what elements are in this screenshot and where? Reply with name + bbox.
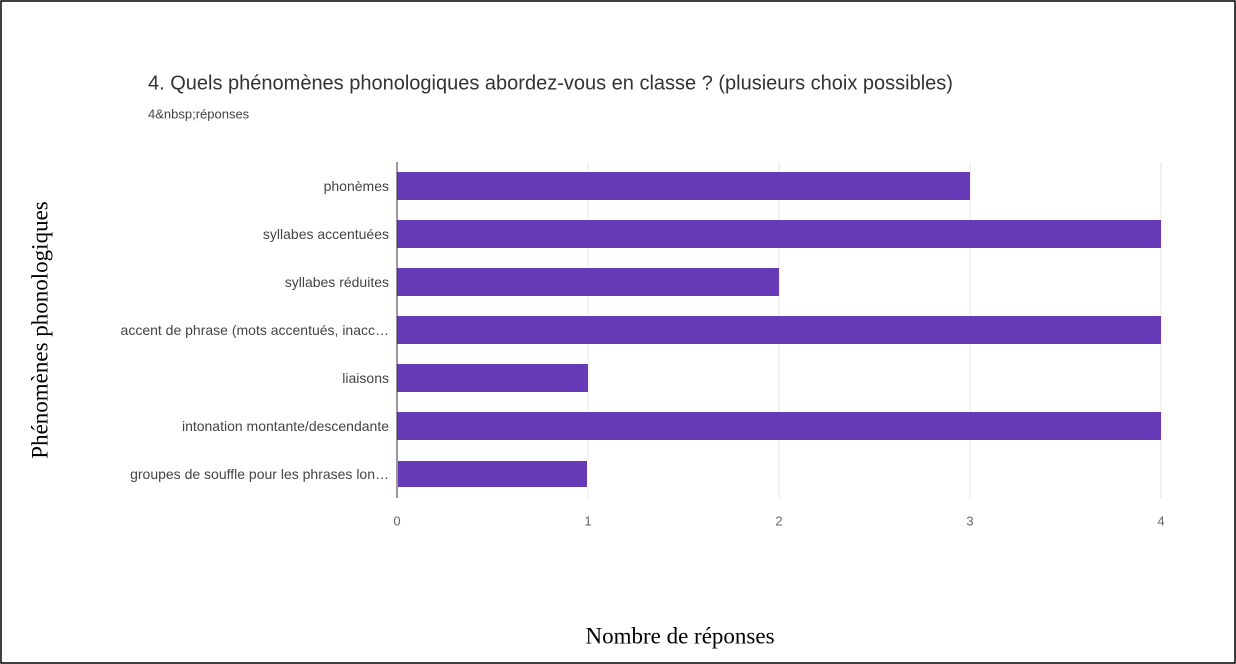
bar	[397, 172, 970, 200]
bar	[397, 268, 779, 296]
y-tick-label: syllabes réduites	[284, 274, 389, 290]
x-axis-label: Nombre de réponses	[585, 623, 774, 648]
bar	[397, 220, 1161, 248]
x-tick-label: 2	[775, 513, 782, 528]
chart-title: 4. Quels phénomènes phonologiques aborde…	[148, 72, 953, 94]
y-tick-label: liaisons	[342, 370, 389, 386]
x-tick-label: 0	[393, 513, 400, 528]
x-tick-label: 4	[1157, 513, 1164, 528]
y-tick-label: accent de phrase (mots accentués, inacc…	[120, 322, 389, 338]
y-tick-label: phonèmes	[323, 178, 389, 194]
bar	[397, 316, 1161, 344]
y-tick-label: syllabes accentuées	[262, 226, 389, 242]
bar	[396, 459, 589, 489]
y-axis-label: Phénomènes phonologiques	[27, 201, 52, 458]
bar	[397, 412, 1161, 440]
y-tick-label: intonation montante/descendante	[181, 418, 389, 434]
x-tick-label: 1	[584, 513, 591, 528]
y-tick-label: groupes de souffle pour les phrases lon…	[130, 466, 389, 482]
chart-subtitle: 4&nbsp;réponses	[148, 106, 250, 121]
bar	[397, 364, 588, 392]
x-tick-label: 3	[966, 513, 973, 528]
